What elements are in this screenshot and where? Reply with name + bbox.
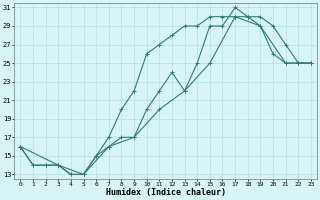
X-axis label: Humidex (Indice chaleur): Humidex (Indice chaleur) bbox=[106, 188, 226, 197]
